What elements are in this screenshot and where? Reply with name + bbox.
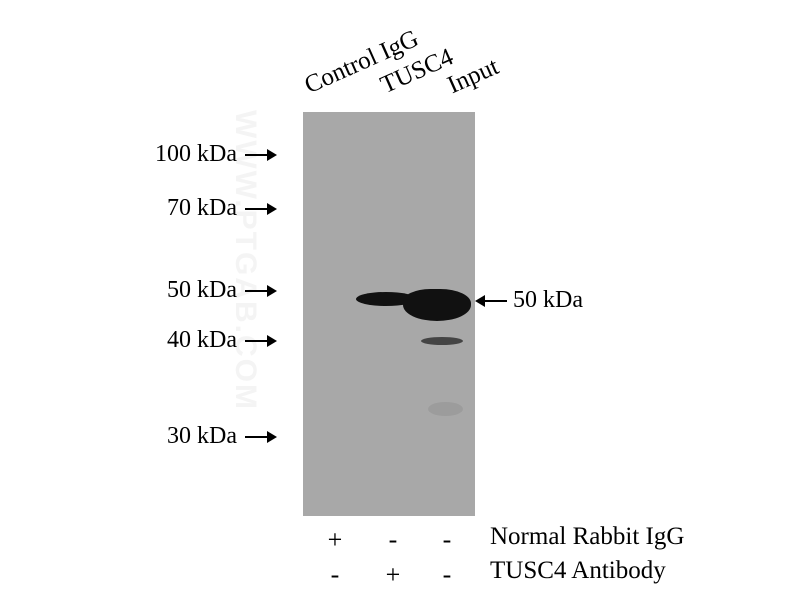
blot-membrane [303,112,475,516]
sign: + [327,525,343,554]
target-label: 50 kDa [513,287,583,313]
marker-label: 30 kDa [167,423,237,449]
marker-label: 40 kDa [167,327,237,353]
sign: - [330,560,340,589]
band-faint [428,402,463,416]
marker-label: 50 kDa [167,277,237,303]
marker-30kda: 30 kDa [167,423,277,450]
arrow-right-icon [245,284,277,297]
watermark: WWW.PTGAB.COM [229,110,262,411]
marker-label: 70 kDa [167,195,237,221]
band-input-50kda [403,289,471,321]
condition-label-normal-rabbit-igg: Normal Rabbit IgG [490,523,685,550]
arrow-right-icon [245,202,277,215]
marker-100kda: 100 kDa [155,141,277,168]
marker-40kda: 40 kDa [167,327,277,354]
sign: - [442,525,452,554]
arrow-right-icon [245,334,277,347]
sign: - [442,560,452,589]
condition-label-tusc4-antibody: TUSC4 Antibody [490,557,666,584]
band-input-40kda [421,337,463,345]
marker-70kda: 70 kDa [167,195,277,222]
arrow-right-icon [245,148,277,161]
sign: - [388,525,398,554]
sign: + [385,560,401,589]
marker-50kda: 50 kDa [167,277,277,304]
marker-label: 100 kDa [155,141,237,167]
target-marker: 50 kDa [475,287,583,314]
band-tusc4-ip [356,292,416,306]
arrow-right-icon [245,430,277,443]
arrow-left-icon [475,294,507,307]
